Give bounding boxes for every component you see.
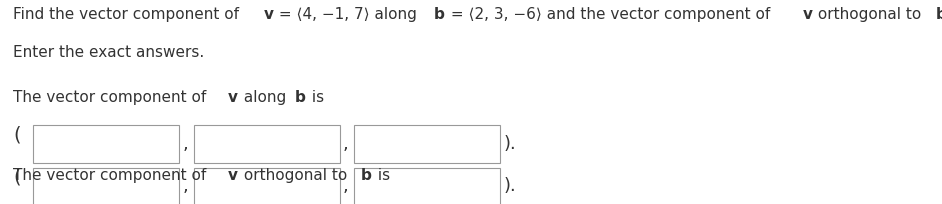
Text: v: v (803, 7, 813, 22)
Text: v: v (228, 168, 238, 183)
FancyBboxPatch shape (354, 168, 500, 204)
Text: The vector component of: The vector component of (13, 168, 211, 183)
Text: ,: , (343, 177, 349, 195)
FancyBboxPatch shape (33, 125, 179, 163)
Text: The vector component of: The vector component of (13, 90, 211, 105)
Text: b: b (936, 7, 942, 22)
Text: ).: ). (504, 135, 516, 153)
Text: b: b (434, 7, 446, 22)
FancyBboxPatch shape (33, 168, 179, 204)
Text: (: ( (13, 125, 21, 144)
Text: = ⟨2, 3, −6⟩ and the vector component of: = ⟨2, 3, −6⟩ and the vector component of (446, 7, 775, 22)
Text: is: is (307, 90, 324, 105)
Text: ,: , (183, 135, 188, 153)
FancyBboxPatch shape (193, 168, 340, 204)
Text: = ⟨4, −1, 7⟩ along: = ⟨4, −1, 7⟩ along (274, 7, 422, 22)
Text: (: ( (13, 168, 21, 187)
Text: along: along (238, 90, 291, 105)
Text: ,: , (183, 177, 188, 195)
Text: v: v (228, 90, 238, 105)
Text: orthogonal to: orthogonal to (238, 168, 351, 183)
Text: ,: , (343, 135, 349, 153)
FancyBboxPatch shape (354, 125, 500, 163)
Text: Find the vector component of: Find the vector component of (13, 7, 244, 22)
Text: orthogonal to: orthogonal to (813, 7, 927, 22)
FancyBboxPatch shape (193, 125, 340, 163)
Text: b: b (295, 90, 306, 105)
Text: ).: ). (504, 177, 516, 195)
Text: v: v (264, 7, 273, 22)
Text: is: is (373, 168, 390, 183)
Text: b: b (361, 168, 372, 183)
Text: Enter the exact answers.: Enter the exact answers. (13, 45, 204, 60)
